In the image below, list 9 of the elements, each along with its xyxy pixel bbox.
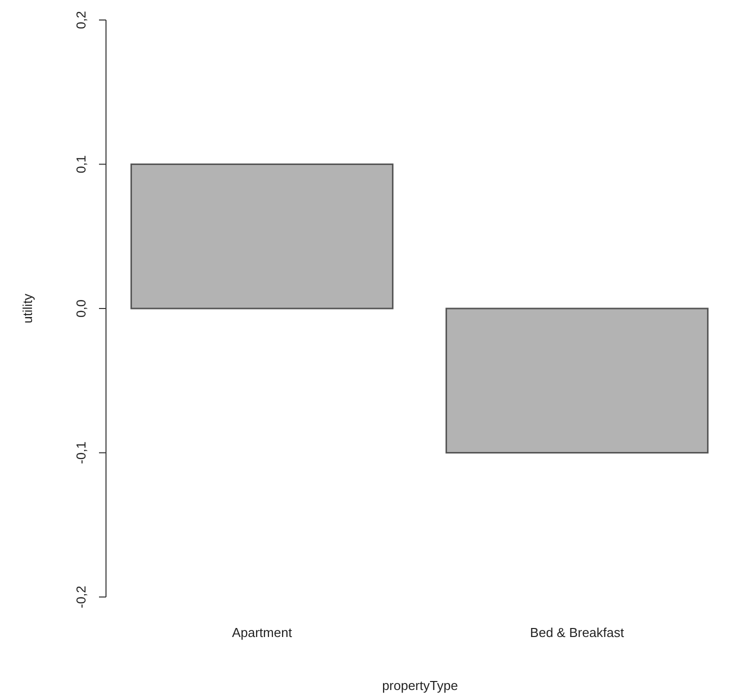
y-tick-label: -0,2: [73, 586, 88, 608]
x-tick-label: Apartment: [232, 625, 292, 640]
y-axis-title: utility: [20, 293, 35, 324]
y-tick-label: 0,1: [73, 155, 88, 174]
x-axis-title: propertyType: [382, 678, 458, 693]
y-tick-label: 0,0: [73, 299, 88, 318]
x-tick-label: Bed & Breakfast: [530, 625, 624, 640]
y-tick-label: -0,1: [73, 442, 88, 464]
y-tick-label: 0,2: [73, 10, 88, 30]
